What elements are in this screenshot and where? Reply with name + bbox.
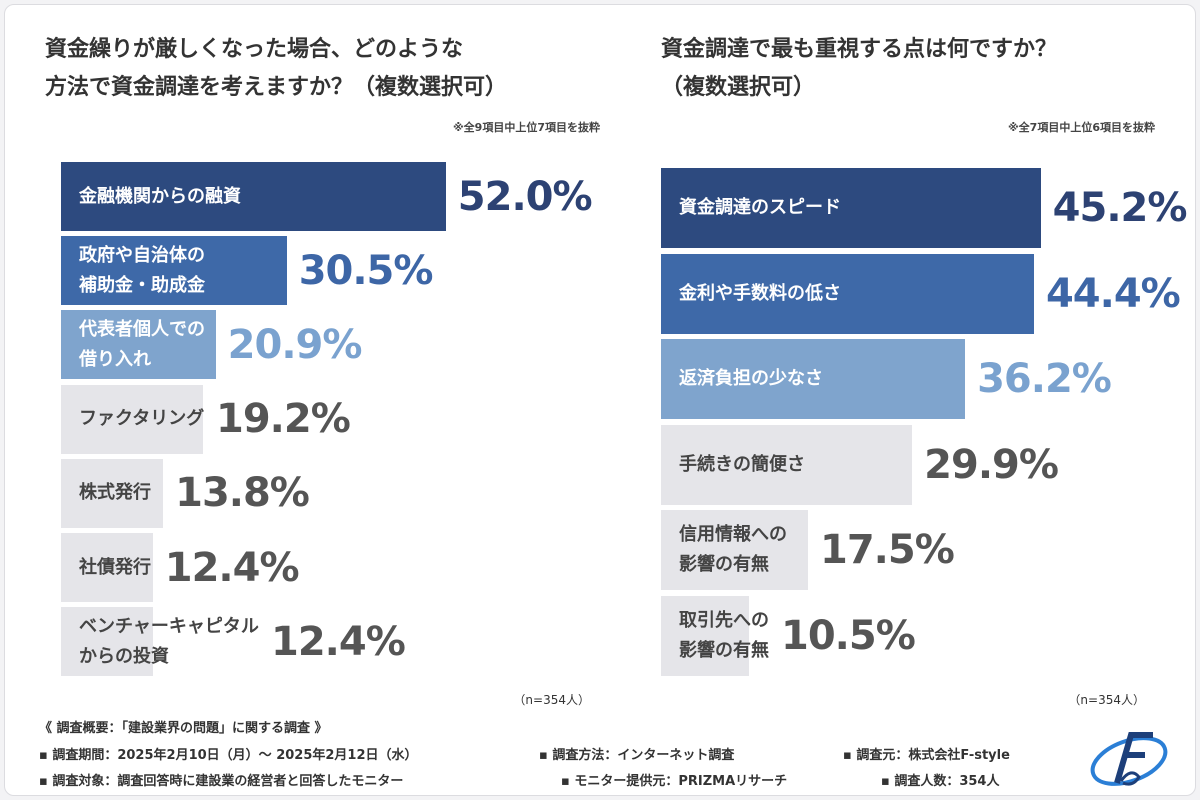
category-label: 株式発行 [79, 482, 151, 504]
value-label: 13.8% [175, 470, 310, 517]
bar-row: 資金調達のスピード 45.2% [661, 168, 1187, 248]
value-label: 29.9% [924, 441, 1059, 488]
footer-item: モニター提供元：PRIZMAリサーチ [561, 770, 787, 789]
bar [61, 384, 204, 454]
bar [661, 424, 913, 505]
value-label: 12.4% [271, 618, 406, 665]
footer-item: 調査方法：インターネット調査 [539, 744, 734, 763]
value-label: 45.2% [1052, 185, 1188, 231]
bar-row: 取引先への 影響の有無 10.5% [661, 596, 1181, 676]
sample-size: （n=354人） [1068, 693, 1145, 707]
footer-item: 調査元：株式会社F-style [843, 744, 1010, 763]
bar [61, 533, 153, 602]
category-label: 社債発行 [79, 556, 151, 578]
bar [661, 253, 1034, 334]
bar [661, 596, 750, 676]
bar-row: 金融機関からの融資 52.0% [61, 162, 593, 231]
chart-note: ※全9項目中上位7項目を抜粋 [452, 121, 600, 134]
bar-row: 信用情報への 影響の有無 17.5% [661, 510, 1181, 591]
value-label: 44.4% [1045, 270, 1181, 317]
bar-row: 手続きの簡便さ 29.9% [661, 424, 1181, 505]
bar-row: ベンチャーキャピタル からの投資 12.4% [61, 607, 581, 677]
bar-row: 金利や手数料の低さ 44.4% [661, 253, 1181, 334]
category-label: 資金調達のスピード [679, 197, 841, 218]
value-label: 36.2% [977, 356, 1112, 403]
logo [1090, 732, 1168, 786]
bar-row: 株式発行 13.8% [61, 458, 581, 528]
panel: 《 調査概要：「建設業界の問題」に関する調査 》 調査期間：2025年2月10日… [4, 4, 1196, 796]
category-label: ベンチャーキャピタル からの投資 [79, 615, 259, 667]
category-label: 取引先への 影響の有無 [679, 610, 769, 661]
footer-heading: 《 調査概要：「建設業界の問題」に関する調査 》 [39, 721, 328, 736]
bar [61, 310, 216, 380]
value-label: 20.9% [227, 321, 363, 368]
bar [661, 168, 1041, 248]
category-label: 信用情報への 影響の有無 [679, 524, 787, 576]
value-label: 10.5% [781, 613, 916, 659]
footer-item: 調査人数：354人 [881, 770, 999, 789]
bar-row: 社債発行 12.4% [61, 533, 581, 602]
bar-row: 代表者個人での 借り入れ 20.9% [61, 310, 581, 380]
value-label: 19.2% [216, 396, 351, 443]
sample-size: （n=354人） [513, 693, 590, 707]
bar [661, 339, 966, 420]
chart-title: 資金調達で最も重視する点は何ですか？ （複数選択可） [661, 37, 1058, 100]
value-label: 17.5% [820, 527, 955, 574]
value-label: 52.0% [457, 173, 593, 220]
category-label: 政府や自治体の 補助金・助成金 [79, 244, 205, 296]
footer-item: 調査期間：2025年2月10日（月）～ 2025年2月12日（水） [39, 744, 417, 763]
bar [61, 607, 153, 677]
category-label: ファクタリング [79, 408, 205, 430]
value-label: 30.5% [298, 247, 434, 294]
bar [61, 458, 164, 528]
bar-row: ファクタリング 19.2% [61, 384, 581, 454]
chart-note: ※全7項目中上位6項目を抜粋 [1007, 121, 1155, 134]
bar [61, 162, 446, 231]
category-label: 金利や手数料の低さ [679, 282, 841, 304]
bar-row: 政府や自治体の 補助金・助成金 30.5% [61, 236, 581, 306]
bar-row: 返済負担の少なさ 36.2% [661, 339, 1181, 420]
bar [661, 510, 808, 591]
category-label: 手続きの簡便さ [679, 453, 805, 475]
bar [61, 236, 287, 306]
category-label: 返済負担の少なさ [679, 368, 823, 390]
value-label: 12.4% [164, 544, 300, 591]
chart-title: 資金繰りが厳しくなった場合、どのような 方法で資金調達を考えますか？（複数選択可… [45, 37, 508, 100]
footer-item: 調査対象：調査回答時に建設業の経営者と回答したモニター [39, 770, 403, 789]
category-label: 金融機関からの融資 [79, 185, 241, 207]
category-label: 代表者個人での 借り入れ [79, 318, 205, 370]
